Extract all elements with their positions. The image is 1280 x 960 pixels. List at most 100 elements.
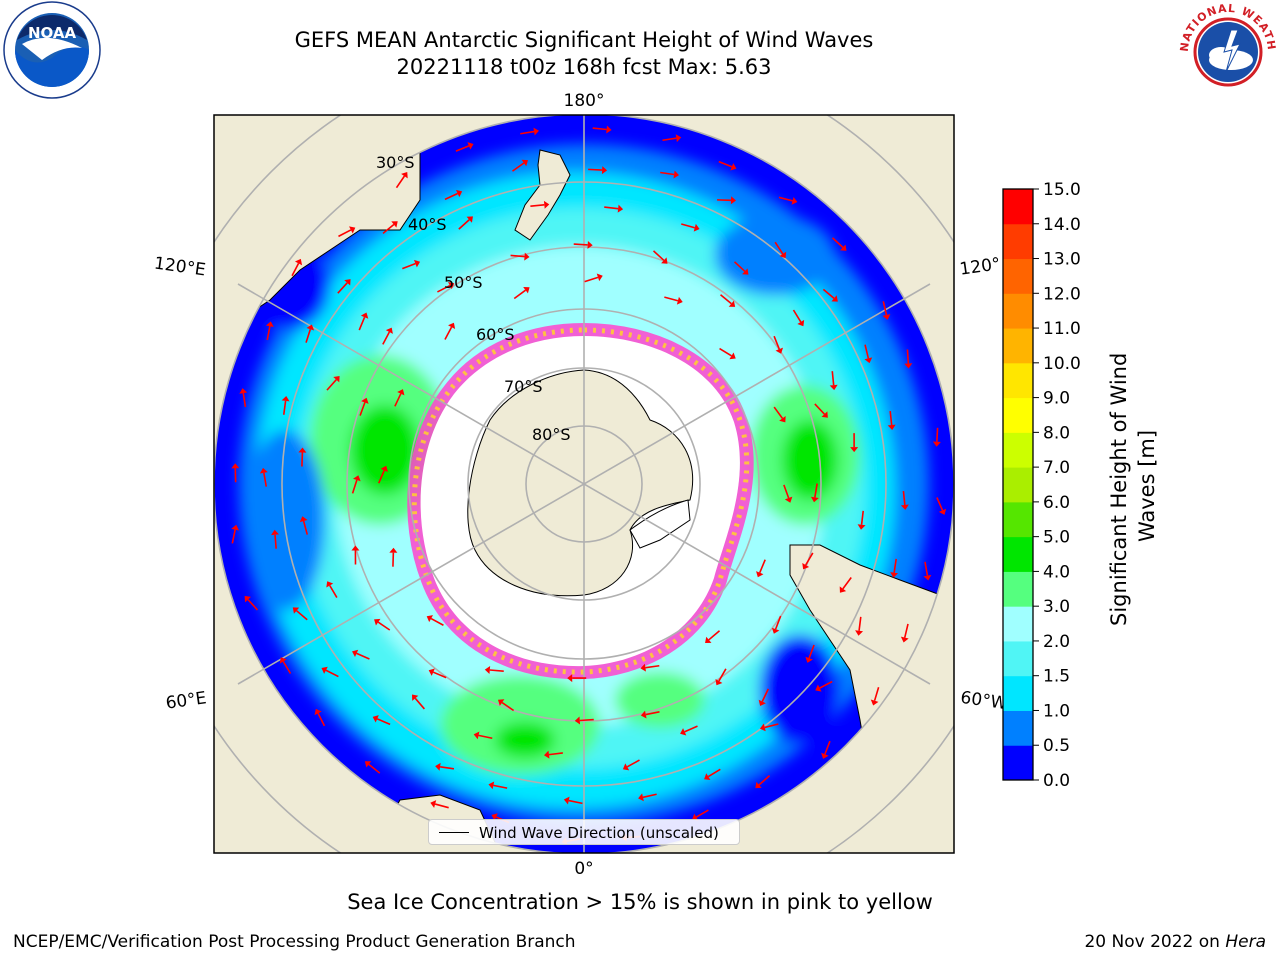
wind-wave-arrow (358, 312, 369, 331)
wind-wave-arrow (281, 395, 290, 415)
lat-label-80s: 80°S (532, 425, 571, 444)
noaa-logo-text: NOAA (28, 24, 77, 42)
wind-wave-arrow (802, 552, 814, 570)
wind-wave-arrow (855, 616, 864, 636)
colorbar-tick-label: 5.0 (1043, 528, 1070, 548)
wind-wave-arrow (662, 134, 682, 143)
colorbar-title-line1: Significant Height of Wind (1107, 353, 1131, 626)
wind-wave-arrow (382, 327, 393, 345)
wind-wave-arrow (513, 286, 530, 300)
wind-wave-arrow (530, 200, 550, 209)
wind-wave-arrow (774, 241, 787, 259)
lon-label-120e: 120°E (153, 253, 207, 280)
wind-wave-arrow (882, 301, 891, 320)
colorbar-swatch (1003, 362, 1033, 399)
wind-wave-arrow (351, 475, 361, 494)
wind-wave-arrow (512, 159, 528, 172)
wind-wave-arrow (864, 344, 873, 364)
wind-wave-arrow (326, 581, 338, 598)
wind-wave-arrows (231, 125, 947, 846)
new-zealand-land (514, 149, 571, 241)
wind-wave-arrow (759, 723, 779, 732)
wind-wave-arrow (338, 226, 356, 238)
wind-wave-arrow (660, 170, 680, 179)
wind-wave-arrow (821, 740, 831, 759)
wind-wave-arrow (720, 294, 736, 307)
colorbar-tick-label: 0.5 (1043, 736, 1070, 756)
wind-wave-arrow (374, 618, 391, 631)
wind-wave-arrow (573, 240, 593, 249)
wind-wave-arrow (778, 196, 798, 205)
colorbar-tick-label: 8.0 (1043, 423, 1070, 443)
wind-wave-arrow (664, 296, 683, 305)
wind-wave-arrow (239, 388, 248, 408)
wind-wave-arrow (437, 282, 455, 293)
wind-wave-arrow (923, 561, 932, 581)
map-frame (213, 114, 955, 854)
colorbar-outline (1002, 188, 1034, 781)
credit-branch: NCEP/EMC/Verification Post Processing Pr… (13, 932, 576, 952)
wind-wave-arrow (815, 680, 833, 692)
colorbar-swatch (1003, 745, 1033, 781)
wind-wave-arrow (932, 427, 941, 447)
wind-wave-arrow (704, 768, 721, 781)
map-legend: Wind Wave Direction (unscaled) (428, 819, 740, 845)
wind-wave-arrow (822, 288, 838, 302)
antarctica-land (467, 369, 694, 597)
wind-wave-arrow (839, 576, 852, 593)
wind-wave-arrow (604, 204, 624, 213)
wind-wave-arrow (715, 668, 727, 686)
colorbar-swatch (1003, 328, 1033, 364)
wind-wave-arrow (271, 529, 280, 549)
colorbar-tick-label: 9.0 (1043, 389, 1070, 409)
wind-wave-arrow (681, 223, 700, 232)
wind-wave-arrow (900, 623, 909, 643)
colorbar-swatch (1003, 397, 1033, 433)
wind-wave-arrow (520, 127, 540, 136)
wind-wave-arrow (389, 547, 398, 567)
wind-wave-arrow (359, 397, 369, 416)
colorbar-title: Significant Height of Wind Waves [m] (1107, 353, 1159, 626)
colorbar-swatch (1003, 189, 1033, 225)
colorbar-tick-label: 13.0 (1043, 250, 1081, 270)
wind-wave-arrow (814, 403, 828, 418)
wind-wave-arrow (622, 759, 640, 771)
wind-wave-arrow (291, 258, 303, 277)
noaa-logo: NOAA (3, 1, 101, 99)
wind-wave-arrow (588, 166, 608, 175)
wind-wave-arrow (567, 674, 587, 683)
nws-logo: NATIONAL WEATHER SERVICE (1176, 0, 1278, 102)
colorbar-swatches (1003, 189, 1033, 781)
credit-date-text: 20 Nov 2022 on (1084, 932, 1226, 952)
wind-wave-arrow (337, 279, 351, 294)
wind-wave-arrow (592, 125, 612, 134)
wind-wave-arrow (831, 237, 847, 251)
colorbar-tick-label: 15.0 (1043, 180, 1081, 200)
wind-wave-arrow (428, 668, 447, 679)
wind-wave-arrow (351, 545, 360, 565)
map-frame-content (214, 115, 954, 853)
colorbar-tick-label: 6.0 (1043, 493, 1070, 513)
wind-wave-arrow (640, 710, 660, 719)
wind-wave-arrow (718, 160, 737, 171)
wind-wave-arrow (758, 688, 770, 706)
wind-wave-arrow (259, 467, 268, 487)
wind-wave-arrow (382, 221, 398, 234)
colorbar-tick-label: 11.0 (1043, 319, 1081, 339)
colorbar-swatch (1003, 536, 1033, 572)
wind-wave-arrow (900, 490, 909, 510)
wind-wave-arrow (314, 708, 326, 727)
legend-label: Wind Wave Direction (unscaled) (479, 824, 719, 842)
wind-wave-arrow (372, 715, 391, 726)
wind-wave-arrow (543, 750, 563, 759)
colorbar: 0.0 0.5 1.0 1.5 2.0 3.0 4.0 5.0 6.0 7.0 8.0 9.0 10.0… (1002, 180, 1081, 790)
wind-wave-arrow (870, 687, 880, 706)
wind-wave-arrow (705, 630, 721, 644)
wind-wave-arrow (563, 796, 583, 805)
credit-date: 20 Nov 2022 on Hera (1084, 932, 1266, 952)
colorbar-tick-label: 3.0 (1043, 597, 1070, 617)
colorbar-tick-label: 14.0 (1043, 215, 1081, 235)
colorbar-tick-label: 12.0 (1043, 284, 1081, 304)
wind-wave-arrow (352, 649, 370, 660)
colorbar-swatch (1003, 606, 1033, 642)
